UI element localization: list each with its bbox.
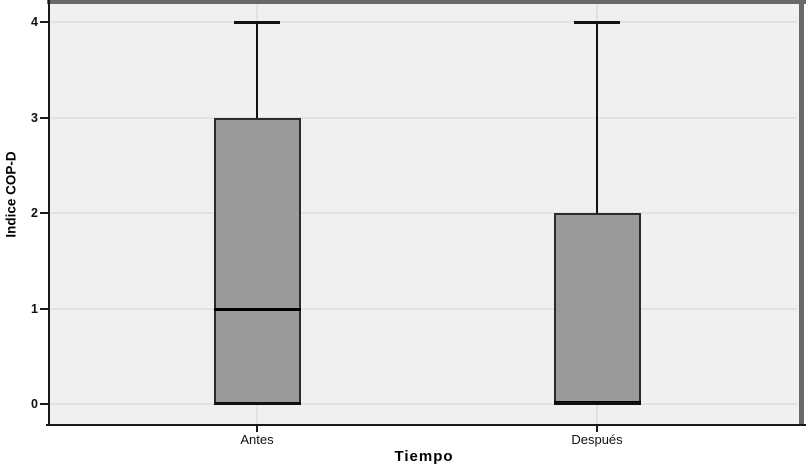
upper-whisker-line xyxy=(256,22,258,118)
lower-whisker-cap xyxy=(214,402,301,405)
y-tick-label: 0 xyxy=(31,397,38,411)
h-gridline xyxy=(50,117,797,119)
upper-whisker-line xyxy=(596,22,598,213)
median-line xyxy=(214,308,301,311)
y-tick-mark xyxy=(40,403,48,405)
h-gridline xyxy=(50,21,797,23)
y-tick-label: 2 xyxy=(31,206,38,220)
upper-whisker-cap xyxy=(574,21,620,24)
h-gridline xyxy=(50,212,797,214)
upper-whisker-cap xyxy=(234,21,280,24)
y-axis-title: Indice COP-D xyxy=(3,151,19,238)
x-category-label: Después xyxy=(571,432,623,447)
y-tick-mark xyxy=(40,212,48,214)
y-tick-mark xyxy=(40,21,48,23)
y-tick-label: 3 xyxy=(31,111,38,125)
x-category-label: Antes xyxy=(240,432,274,447)
y-tick-label: 4 xyxy=(31,15,38,29)
y-tick-label: 1 xyxy=(31,302,38,316)
x-axis-title: Tiempo xyxy=(394,448,454,465)
frame-top xyxy=(47,0,806,4)
frame-bottom xyxy=(46,424,806,426)
y-tick-mark xyxy=(40,117,48,119)
box-antes xyxy=(214,118,301,405)
frame-left xyxy=(48,0,50,424)
h-gridline xyxy=(50,308,797,310)
h-gridline xyxy=(50,403,797,405)
lower-whisker-cap xyxy=(554,402,641,405)
frame-right xyxy=(799,0,804,426)
y-tick-mark xyxy=(40,308,48,310)
box-despues xyxy=(554,213,641,404)
x-tick-mark xyxy=(256,426,258,432)
x-tick-mark xyxy=(596,426,598,432)
